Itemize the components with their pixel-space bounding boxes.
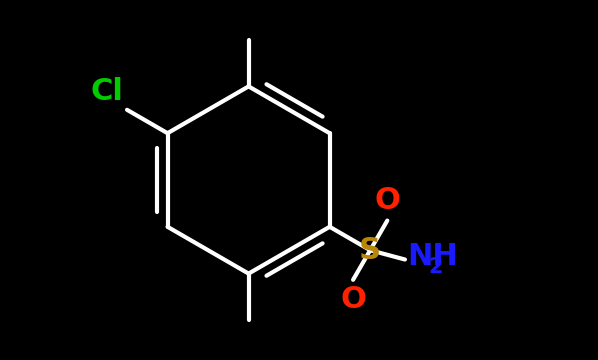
Text: Cl: Cl — [90, 77, 123, 106]
Text: S: S — [359, 236, 381, 265]
Text: O: O — [340, 285, 366, 314]
Text: O: O — [374, 186, 400, 215]
Text: 2: 2 — [428, 257, 443, 277]
Text: NH: NH — [407, 242, 457, 271]
